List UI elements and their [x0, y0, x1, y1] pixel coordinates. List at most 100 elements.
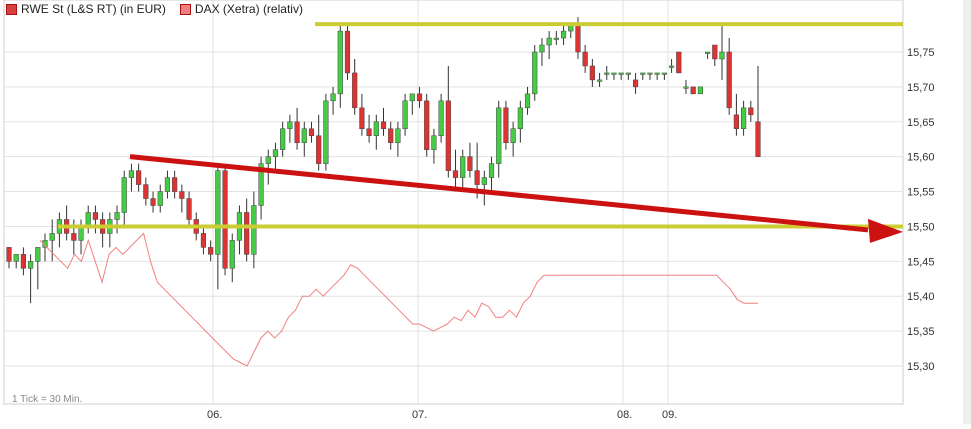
candle-body: [755, 121, 761, 157]
candle-body: [388, 128, 394, 143]
candle-body: [186, 198, 192, 220]
candle-body: [676, 51, 682, 74]
candle-body: [690, 86, 696, 95]
x-tick-label: 08.: [617, 409, 632, 421]
candle-body: [668, 65, 675, 68]
y-tick-label: 15,45: [907, 256, 935, 268]
candle-body: [416, 93, 423, 102]
legend-item-dax[interactable]: DAX (Xetra) (relativ): [179, 2, 303, 16]
x-tick-label: 06.: [207, 409, 222, 421]
legend-label-dax: DAX (Xetra) (relativ): [194, 2, 303, 16]
candle-body: [258, 163, 264, 206]
dax-line: [39, 232, 758, 367]
candle-body: [128, 170, 135, 178]
candle-body: [150, 198, 156, 206]
candle-body: [438, 100, 444, 136]
candle-body: [712, 44, 718, 60]
candle-body: [172, 177, 178, 192]
scrollbar-strip[interactable]: [963, 0, 971, 424]
candle-body: [553, 37, 559, 40]
candle-body: [431, 135, 437, 150]
candle-body: [697, 86, 703, 95]
candle-body: [517, 107, 523, 130]
trend-arrow-line: [129, 154, 869, 233]
candle-body: [352, 72, 358, 109]
candle-body: [510, 128, 516, 143]
candle-body: [474, 170, 480, 185]
candle-body: [618, 72, 624, 75]
candle-body: [654, 72, 660, 75]
candle-body: [496, 107, 502, 164]
candle-body: [301, 128, 307, 143]
x-tick-label: 07.: [412, 409, 427, 421]
candle-body: [704, 51, 711, 54]
candle-body: [265, 156, 271, 164]
candle-body: [251, 205, 257, 255]
candle-body: [114, 212, 120, 220]
candle-body: [546, 37, 552, 46]
candle-body: [308, 128, 315, 136]
candle-body: [524, 93, 531, 109]
candle-body: [316, 135, 322, 164]
candle-body: [488, 163, 495, 178]
candle-body: [647, 72, 653, 75]
candle-body: [503, 107, 509, 143]
candle-body: [380, 121, 387, 130]
candle-body: [287, 121, 293, 130]
y-tick-label: 15,65: [907, 117, 935, 129]
legend: RWE St (L&S RT) (in EUR) DAX (Xetra) (re…: [6, 2, 303, 16]
candle-body: [28, 261, 34, 269]
candle-body: [445, 100, 451, 171]
candle-body: [49, 233, 55, 241]
candle-body: [330, 93, 336, 102]
candle-body: [719, 51, 725, 60]
candle-body: [481, 177, 487, 185]
candle-body: [85, 212, 91, 227]
candle-body: [294, 121, 300, 143]
y-tick-label: 15,35: [907, 326, 935, 338]
candle-body: [467, 156, 473, 171]
candle-body: [179, 191, 185, 199]
y-tick-label: 15,55: [907, 187, 935, 199]
candle-body: [200, 233, 207, 248]
candle-body: [589, 65, 595, 81]
candle-body: [344, 30, 351, 74]
legend-swatch-dax: [179, 3, 191, 15]
candle-body: [20, 254, 26, 269]
candle-body: [741, 107, 747, 130]
candle-body: [157, 191, 163, 206]
candle-body: [222, 170, 228, 269]
candle-body: [229, 240, 235, 269]
legend-item-rwe[interactable]: RWE St (L&S RT) (in EUR): [6, 2, 166, 16]
candle-body: [359, 107, 365, 130]
candle-body: [323, 100, 329, 164]
candle-body: [121, 177, 127, 213]
candle-body: [402, 100, 408, 130]
candle-body: [92, 212, 99, 220]
candle-body: [661, 72, 667, 75]
legend-swatch-rwe: [6, 3, 17, 15]
x-tick-label: 09.: [662, 409, 677, 421]
candle-body: [539, 44, 545, 53]
y-tick-label: 15,40: [907, 291, 935, 303]
candle-body: [460, 156, 466, 178]
y-tick-label: 15,60: [907, 152, 935, 164]
candle-body: [604, 72, 610, 75]
candle-body: [582, 51, 588, 67]
candle-body: [596, 79, 603, 82]
candle-body: [560, 30, 567, 39]
candle-body: [208, 247, 214, 255]
candle-body: [42, 240, 48, 248]
candle-body: [575, 23, 581, 53]
candle-body: [136, 170, 142, 185]
candle-body: [13, 254, 19, 262]
candle-body: [409, 93, 415, 102]
candle-body: [215, 170, 221, 255]
candle-body: [366, 128, 372, 136]
candle-body: [632, 79, 639, 88]
trend-arrow-head: [868, 218, 903, 243]
candle-body: [726, 51, 732, 109]
candle-body: [395, 128, 401, 143]
